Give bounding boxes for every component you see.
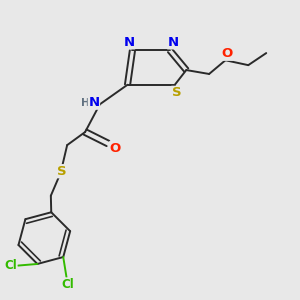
Text: S: S [58,165,67,178]
Text: O: O [110,142,121,155]
Text: Cl: Cl [4,259,17,272]
Text: N: N [124,36,135,49]
Text: S: S [172,86,181,99]
Text: O: O [221,47,233,60]
Text: H: H [81,98,89,108]
Text: N: N [88,96,100,109]
Text: N: N [168,36,179,49]
Text: Cl: Cl [62,278,74,291]
